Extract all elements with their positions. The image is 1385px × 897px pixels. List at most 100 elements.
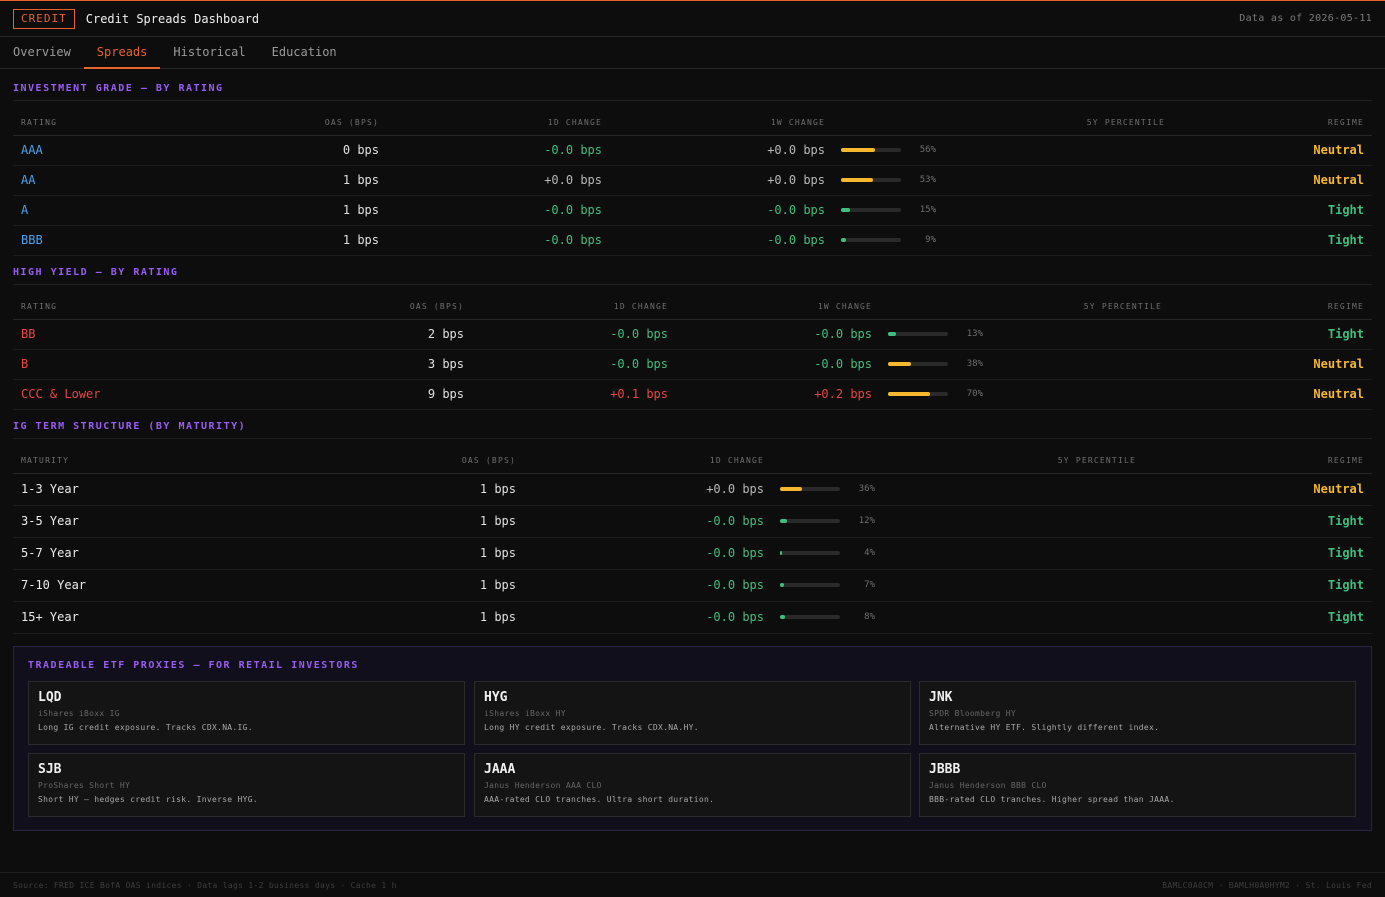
percentile-indicator: 70% [888, 389, 1162, 399]
percentile-bar-fill [888, 362, 911, 366]
percentile-bar-fill [780, 551, 783, 555]
percentile-cell: 13% [880, 319, 1170, 350]
rating-cell: BB [13, 319, 268, 350]
etf-description: Long HY credit exposure. Tracks CDX.NA.H… [484, 723, 699, 732]
etf-name: Janus Henderson BBB CLO [929, 781, 1047, 790]
tab-overview[interactable]: Overview [13, 45, 71, 59]
regime-cell: Neutral [1144, 473, 1372, 506]
change-1w-cell: -0.0 bps [610, 195, 833, 226]
change-1d-cell: -0.0 bps [524, 569, 772, 602]
table-row[interactable]: BBB 1 bps -0.0 bps -0.0 bps 9% Tight [13, 225, 1372, 256]
change-1d-cell: -0.0 bps [472, 319, 676, 350]
percentile-cell: 4% [772, 537, 1144, 570]
etf-card-jaaa[interactable]: JAAA Janus Henderson AAA CLO AAA-rated CLO… [474, 753, 911, 817]
regime-cell: Neutral [1170, 379, 1372, 410]
regime-cell: Neutral [1173, 165, 1372, 196]
etf-description: BBB-rated CLO tranches. Higher spread th… [929, 795, 1175, 804]
percentile-bar [780, 487, 840, 491]
percentile-cell: 53% [833, 165, 1173, 196]
change-1d-cell: -0.0 bps [524, 505, 772, 538]
percentile-value: 8% [864, 612, 875, 622]
change-1d-cell: -0.0 bps [472, 349, 676, 380]
change-1d-cell: +0.1 bps [472, 379, 676, 410]
oas-cell: 9 bps [268, 379, 472, 410]
percentile-indicator: 38% [888, 359, 1162, 369]
percentile-bar-fill [780, 519, 788, 523]
percentile-indicator: 9% [841, 235, 1165, 245]
percentile-value: 15% [919, 205, 936, 215]
percentile-cell: 56% [833, 135, 1173, 166]
hy-table-body: BB 2 bps -0.0 bps -0.0 bps 13% Tight B 3 bps -0.… [13, 319, 1372, 410]
footer-source: Source: FRED ICE BofA OAS indices · Data… [13, 881, 397, 890]
hy-table: RATING OAS (BPS) 1D CHANGE 1W CHANGE 5Y … [13, 295, 1372, 410]
tab-spreads[interactable]: Spreads [83, 45, 161, 69]
etf-description: Long IG credit exposure. Tracks CDX.NA.I… [38, 723, 253, 732]
percentile-bar-fill [780, 487, 802, 491]
percentile-bar-fill [841, 238, 847, 242]
etf-card-hyg[interactable]: HYG iShares iBoxx HY Long HY credit exposu… [474, 681, 911, 745]
percentile-bar [780, 583, 840, 587]
oas-cell: 1 bps [183, 195, 387, 226]
percentile-indicator: 7% [780, 580, 1136, 590]
change-1d-cell: -0.0 bps [387, 135, 610, 166]
oas-cell: 2 bps [268, 319, 472, 350]
table-row[interactable]: AAA 0 bps -0.0 bps +0.0 bps 56% Neutral [13, 135, 1372, 166]
tab-education[interactable]: Education [271, 45, 337, 59]
change-1w-cell: -0.0 bps [610, 225, 833, 256]
ig-table: RATING OAS (BPS) 1D CHANGE 1W CHANGE 5Y … [13, 111, 1372, 256]
percentile-bar [841, 178, 901, 182]
percentile-indicator: 36% [780, 484, 1136, 494]
footer: Source: FRED ICE BofA OAS indices · Data… [0, 872, 1385, 897]
percentile-bar-fill [780, 615, 785, 619]
percentile-indicator: 8% [780, 612, 1136, 622]
etf-card-jbbb[interactable]: JBBB Janus Henderson BBB CLO BBB-rated CLO… [919, 753, 1356, 817]
etf-card-sjb[interactable]: SJB ProShares Short HY Short HY — hedges c… [28, 753, 465, 817]
percentile-cell: 9% [833, 225, 1173, 256]
change-1d-cell: +0.0 bps [524, 473, 772, 506]
ig-header-row: RATING OAS (BPS) 1D CHANGE 1W CHANGE 5Y … [13, 111, 1372, 136]
change-1d-cell: -0.0 bps [524, 601, 772, 634]
maturity-cell: 5-7 Year [13, 537, 275, 570]
etf-card-lqd[interactable]: LQD iShares iBoxx IG Long IG credit exposu… [28, 681, 465, 745]
table-row[interactable]: 15+ Year 1 bps -0.0 bps 8% Tight [13, 601, 1372, 634]
percentile-value: 70% [966, 389, 983, 399]
percentile-bar-fill [888, 392, 930, 396]
table-row[interactable]: 7-10 Year 1 bps -0.0 bps 7% Tight [13, 569, 1372, 602]
percentile-indicator: 4% [780, 548, 1136, 558]
etf-card-jnk[interactable]: JNK SPDR Bloomberg HY Alternative HY ETF. … [919, 681, 1356, 745]
oas-cell: 1 bps [275, 601, 524, 634]
percentile-value: 9% [925, 235, 936, 245]
regime-cell: Tight [1173, 195, 1372, 226]
percentile-bar-fill [780, 583, 785, 587]
rating-cell: A [13, 195, 183, 226]
percentile-bar-fill [888, 332, 896, 336]
change-1d-cell: -0.0 bps [387, 225, 610, 256]
etf-description: Alternative HY ETF. Slightly different i… [929, 723, 1160, 732]
col-oas: OAS (BPS) [183, 111, 387, 136]
etf-section-title: TRADEABLE ETF PROXIES — FOR RETAIL INVES… [28, 660, 359, 671]
percentile-cell: 12% [772, 505, 1144, 538]
ig-section-title: INVESTMENT GRADE — BY RATING [13, 83, 1372, 101]
col-oas: OAS (BPS) [268, 295, 472, 320]
change-1d-cell: -0.0 bps [524, 537, 772, 570]
col-regime: REGIME [1173, 111, 1372, 136]
table-row[interactable]: 1-3 Year 1 bps +0.0 bps 36% Neutral [13, 473, 1372, 506]
tab-historical[interactable]: Historical [173, 45, 246, 59]
table-row[interactable]: BB 2 bps -0.0 bps -0.0 bps 13% Tight [13, 319, 1372, 350]
rating-cell: AA [13, 165, 183, 196]
col-1d-change: 1D CHANGE [524, 449, 772, 474]
col-oas: OAS (BPS) [275, 449, 524, 474]
percentile-value: 53% [919, 175, 936, 185]
etf-symbol: SJB [38, 762, 62, 777]
percentile-indicator: 56% [841, 145, 1165, 155]
table-row[interactable]: 3-5 Year 1 bps -0.0 bps 12% Tight [13, 505, 1372, 538]
table-row[interactable]: AA 1 bps +0.0 bps +0.0 bps 53% Neutral [13, 165, 1372, 196]
col-rating: RATING [13, 111, 183, 136]
table-row[interactable]: 5-7 Year 1 bps -0.0 bps 4% Tight [13, 537, 1372, 570]
change-1w-cell: +0.2 bps [676, 379, 880, 410]
col-5y-percentile: 5Y PERCENTILE [833, 111, 1173, 136]
table-row[interactable]: CCC & Lower 9 bps +0.1 bps +0.2 bps 70% Neutr… [13, 379, 1372, 410]
etf-name: ProShares Short HY [38, 781, 131, 790]
